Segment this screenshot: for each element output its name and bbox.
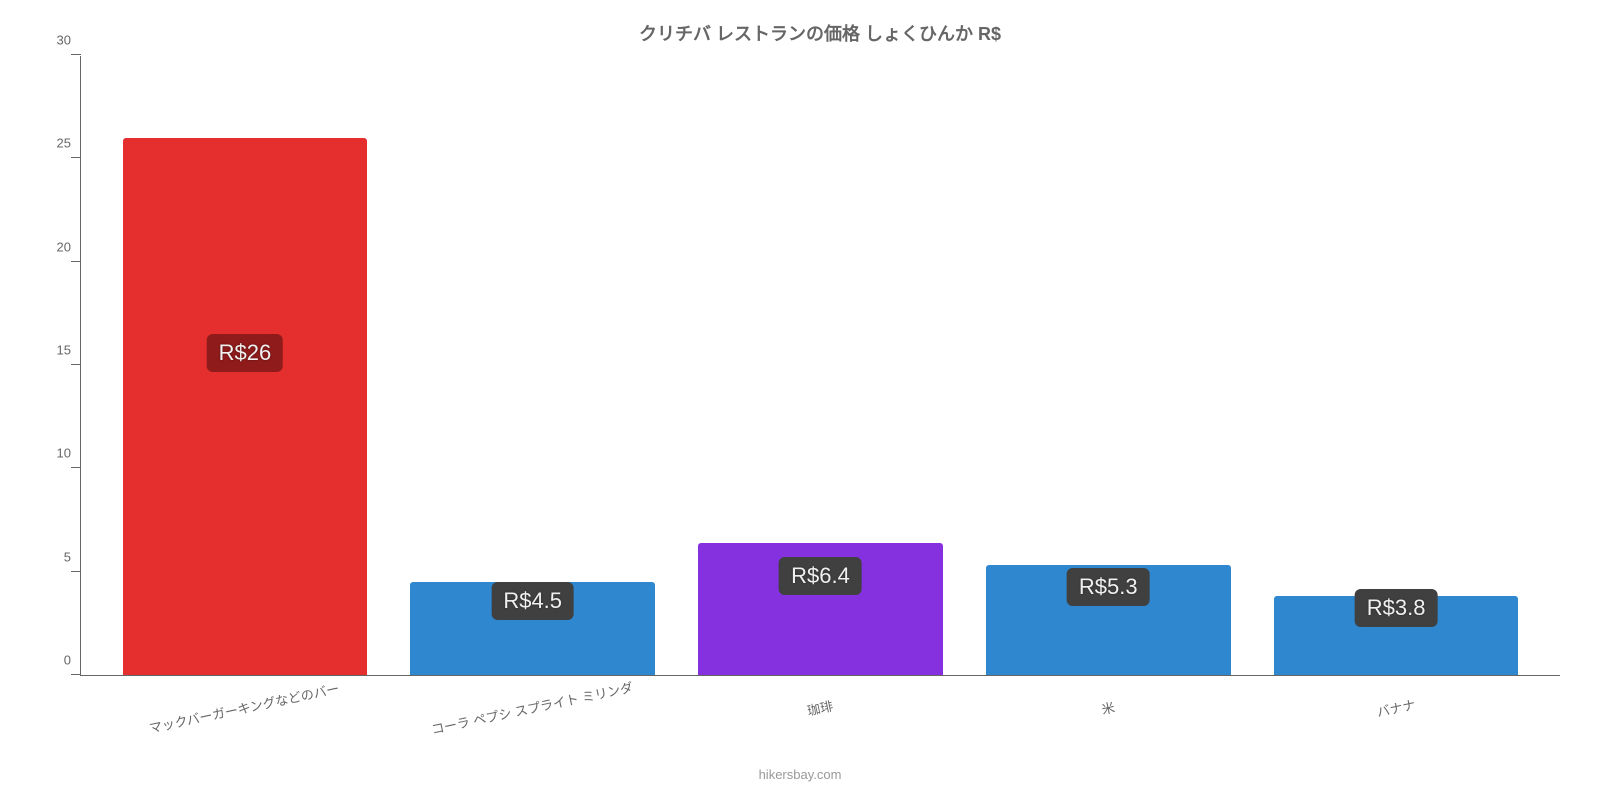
y-tick-label: 0 bbox=[36, 653, 71, 668]
x-axis-label: コーラ ペプシ スプライト ミリンダ bbox=[429, 677, 634, 738]
x-axis-label: マックバーガーキングなどのバー bbox=[147, 678, 341, 737]
bar-slot: R$3.8 bbox=[1252, 56, 1540, 675]
x-label-slot: コーラ ペプシ スプライト ミリンダ bbox=[388, 690, 676, 750]
bar-value-label: R$3.8 bbox=[1355, 589, 1438, 627]
y-tick-label: 20 bbox=[36, 239, 71, 254]
y-tick-label: 30 bbox=[36, 33, 71, 48]
bar-slot: R$5.3 bbox=[964, 56, 1252, 675]
bar: R$6.4 bbox=[698, 543, 943, 675]
x-label-slot: マックバーガーキングなどのバー bbox=[100, 690, 388, 750]
bar-slot: R$4.5 bbox=[389, 56, 677, 675]
bar: R$26 bbox=[123, 138, 368, 675]
chart-container: クリチバ レストランの価格 しょくひんか R$ 0 5 10 15 20 25 30 R$2… bbox=[0, 0, 1600, 800]
y-tick-label: 5 bbox=[36, 549, 71, 564]
chart-title: クリチバ レストランの価格 しょくひんか R$ bbox=[80, 20, 1560, 46]
x-axis-label: 珈琲 bbox=[805, 696, 834, 720]
y-tick-label: 10 bbox=[36, 446, 71, 461]
y-tick bbox=[71, 261, 81, 262]
bar-value-label: R$6.4 bbox=[779, 557, 862, 595]
y-tick-label: 15 bbox=[36, 343, 71, 358]
x-label-slot: バナナ bbox=[1252, 690, 1540, 750]
y-tick bbox=[71, 467, 81, 468]
source-label: hikersbay.com bbox=[759, 767, 842, 782]
plot-area: 051015202530 R$26R$4.5R$6.4R$5.3R$3.8 bbox=[80, 56, 1560, 676]
bar: R$3.8 bbox=[1274, 596, 1519, 675]
x-axis-label: バナナ bbox=[1375, 694, 1417, 721]
bars-region: R$26 R$4.5 R$6.4 R$5.3 R$3.8 bbox=[81, 56, 1560, 675]
y-tick bbox=[71, 571, 81, 572]
x-label-slot: 米 bbox=[964, 690, 1252, 750]
y-tick bbox=[71, 54, 81, 55]
y-tick bbox=[71, 157, 81, 158]
y-tick-label: 25 bbox=[36, 136, 71, 151]
bar-value-label: R$4.5 bbox=[491, 582, 574, 620]
bar-value-label: R$26 bbox=[207, 334, 284, 372]
bar-slot: R$26 bbox=[101, 56, 389, 675]
bar: R$4.5 bbox=[410, 582, 655, 675]
x-axis-labels: マックバーガーキングなどのバーコーラ ペプシ スプライト ミリンダ 珈琲 米 バナナ bbox=[80, 690, 1560, 750]
y-tick bbox=[71, 364, 81, 365]
bar-slot: R$6.4 bbox=[677, 56, 965, 675]
bar: R$5.3 bbox=[986, 565, 1231, 675]
bar-value-label: R$5.3 bbox=[1067, 568, 1150, 606]
x-label-slot: 珈琲 bbox=[676, 690, 964, 750]
y-tick bbox=[71, 674, 81, 675]
x-axis-label: 米 bbox=[1100, 697, 1117, 718]
